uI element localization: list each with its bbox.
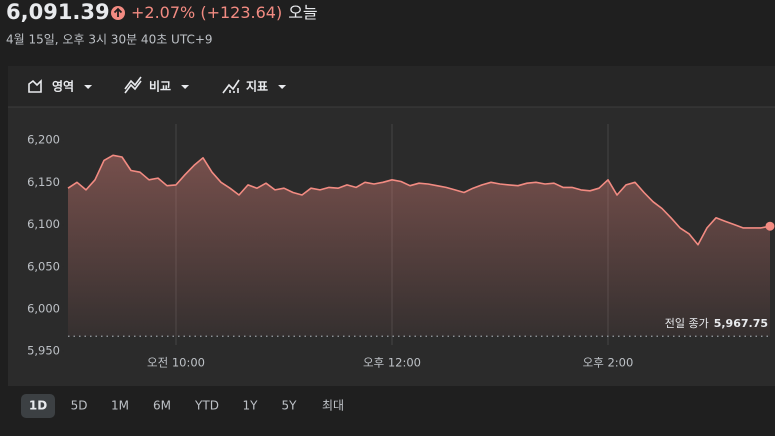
line <box>67 154 771 246</box>
dropdown-caret <box>181 85 190 89</box>
price: 6,091.39 <box>6 0 110 24</box>
range-button[interactable]: 1D <box>29 399 47 413</box>
range-button[interactable]: YTD <box>194 399 219 413</box>
y-tick-label: 6,100 <box>27 217 60 231</box>
y-tick-label: 6,000 <box>27 301 60 315</box>
range-button[interactable]: 6M <box>153 399 171 413</box>
reference-label-value: 5,967.75 <box>714 317 768 330</box>
x-tick-label: 오전 10:00 <box>147 356 205 370</box>
change-value: +2.07% (+123.64) <box>131 3 282 22</box>
y-tick-label: 6,200 <box>27 133 60 147</box>
range-button[interactable]: 1Y <box>243 399 259 413</box>
reference-label-text: 전일 종가 <box>665 316 709 330</box>
x-tick-label: 오후 2:00 <box>583 356 634 370</box>
y-tick-label: 5,950 <box>27 344 60 358</box>
dropdown-caret <box>84 85 93 89</box>
period: 오늘 <box>288 3 317 22</box>
change: +2.07% (+123.64) 오늘 <box>131 3 318 22</box>
range-button[interactable]: 1M <box>111 399 129 413</box>
range-button[interactable]: 5Y <box>282 399 298 413</box>
y-tick-label: 6,050 <box>27 259 60 273</box>
compare-icon <box>124 76 142 94</box>
toolbar-button[interactable]: 지표 <box>246 79 268 94</box>
last-point <box>765 221 775 231</box>
range-button[interactable]: 5D <box>71 399 88 413</box>
up-arrow <box>113 7 123 17</box>
indicator-icon <box>222 79 240 94</box>
dropdown-caret <box>278 85 287 89</box>
toolbar-button[interactable]: 비교 <box>149 79 171 94</box>
timestamp: 4월 15일, 오후 3시 30분 40초 UTC+9 <box>6 33 213 47</box>
y-tick-label: 6,150 <box>27 175 60 189</box>
range-button[interactable]: 최대 <box>322 399 344 413</box>
reference-label: 전일 종가 5,967.75 <box>665 316 768 330</box>
toolbar-button[interactable]: 영역 <box>52 79 74 94</box>
x-tick-label: 오후 12:00 <box>363 356 421 370</box>
area <box>68 155 770 337</box>
area-icon <box>28 79 42 93</box>
range-selected <box>21 394 55 418</box>
